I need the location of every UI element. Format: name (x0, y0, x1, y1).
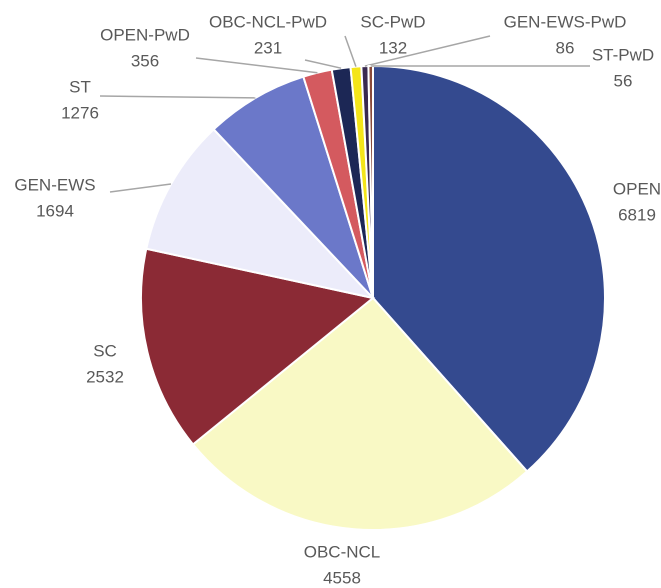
slice-value: 56 (614, 71, 633, 90)
slice-label: OBC-NCL (304, 542, 381, 561)
slice-label: OBC-NCL-PwD (209, 12, 327, 31)
slice-value: 132 (379, 38, 407, 57)
pie-slice (145, 127, 376, 300)
pie-slice (191, 296, 529, 531)
slice-label: ST (69, 77, 91, 96)
slice-label: SC-PwD (360, 12, 425, 31)
leader-line (364, 35, 491, 67)
slice-value: 1694 (36, 201, 74, 220)
slice-value: 6819 (618, 205, 656, 224)
leader-line (344, 35, 357, 67)
leader-line (99, 95, 256, 99)
leader-line (195, 57, 318, 74)
slice-value: 4558 (323, 568, 361, 587)
slice-value: 231 (254, 38, 282, 57)
slice-label: OPEN (613, 179, 661, 198)
slice-label: OPEN-PwD (100, 25, 190, 44)
slice-label: GEN-EWS (14, 175, 95, 194)
pie-slice (212, 75, 374, 299)
slice-value: 1276 (61, 103, 99, 122)
slice-label: GEN-EWS-PwD (504, 12, 627, 31)
pie-slice (140, 247, 376, 446)
slice-value: 2532 (86, 367, 124, 386)
slice-label: ST-PwD (592, 45, 654, 64)
leader-line (109, 183, 172, 193)
slice-value: 86 (556, 38, 575, 57)
slice-label: SC (93, 341, 117, 360)
leader-line (304, 59, 342, 69)
slice-value: 356 (131, 51, 159, 70)
pie-slice (372, 64, 606, 473)
